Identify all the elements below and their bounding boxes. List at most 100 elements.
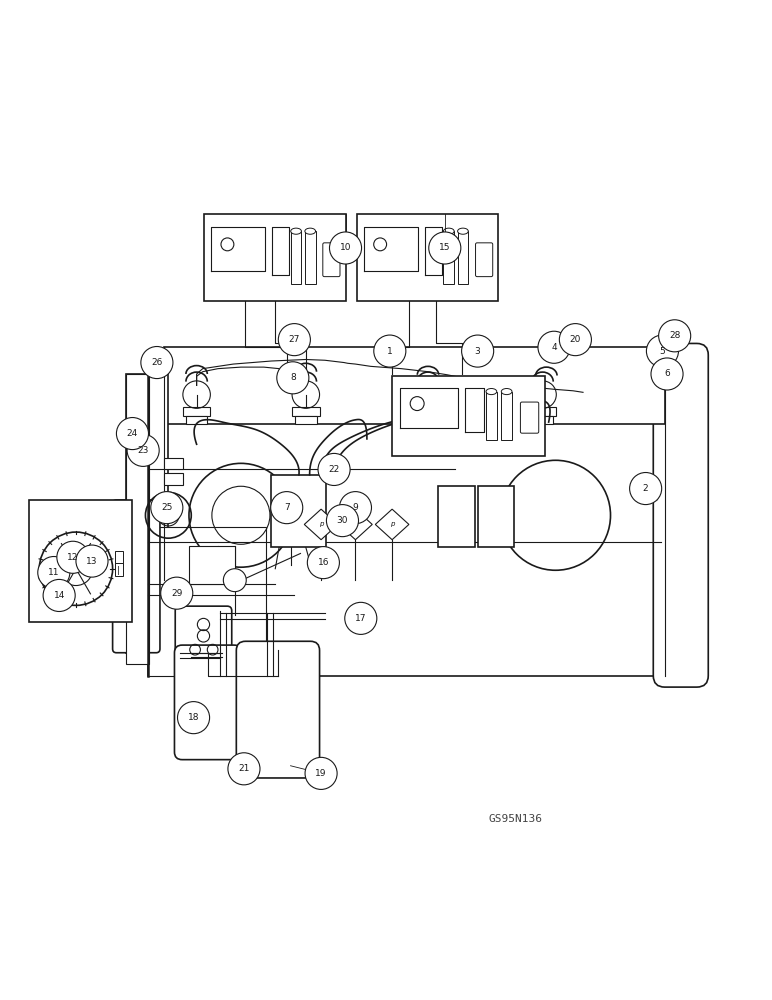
Circle shape — [659, 320, 691, 352]
Bar — [305, 231, 316, 284]
Circle shape — [76, 545, 108, 577]
Text: 21: 21 — [239, 764, 249, 773]
Circle shape — [560, 324, 591, 356]
Text: 20: 20 — [570, 335, 581, 344]
Text: 12: 12 — [67, 553, 79, 562]
Text: 16: 16 — [317, 558, 329, 567]
Circle shape — [178, 702, 209, 734]
FancyBboxPatch shape — [478, 486, 514, 547]
Circle shape — [228, 753, 260, 785]
Bar — [418, 416, 438, 424]
Circle shape — [38, 557, 69, 589]
Circle shape — [330, 232, 361, 264]
Bar — [147, 355, 698, 676]
Text: 2: 2 — [643, 484, 648, 493]
Circle shape — [462, 335, 493, 367]
Bar — [458, 231, 469, 284]
FancyBboxPatch shape — [653, 343, 708, 687]
Text: 10: 10 — [340, 243, 351, 252]
Bar — [295, 416, 317, 424]
Bar — [291, 231, 301, 284]
Bar — [164, 473, 183, 485]
Circle shape — [43, 579, 75, 611]
Bar — [29, 500, 133, 622]
Bar — [415, 407, 442, 416]
Bar — [115, 551, 123, 565]
Bar — [186, 416, 208, 424]
Text: 14: 14 — [53, 591, 65, 600]
Circle shape — [340, 492, 371, 524]
Text: 13: 13 — [86, 557, 98, 566]
Text: 26: 26 — [151, 358, 163, 367]
Bar — [529, 407, 557, 416]
Bar — [147, 527, 266, 676]
Text: 27: 27 — [289, 335, 300, 344]
Circle shape — [277, 362, 309, 394]
Bar — [501, 392, 512, 440]
Text: 11: 11 — [48, 568, 59, 577]
FancyBboxPatch shape — [236, 641, 320, 778]
Circle shape — [305, 757, 337, 789]
Text: p: p — [319, 521, 323, 527]
Polygon shape — [339, 509, 372, 540]
FancyBboxPatch shape — [127, 374, 168, 653]
Bar — [486, 392, 496, 440]
Text: 8: 8 — [290, 373, 296, 382]
Text: 28: 28 — [669, 331, 680, 340]
Ellipse shape — [486, 389, 496, 395]
Circle shape — [57, 541, 89, 573]
Circle shape — [161, 577, 193, 609]
Bar — [127, 374, 149, 664]
Ellipse shape — [458, 228, 469, 234]
Circle shape — [646, 335, 679, 367]
Ellipse shape — [305, 228, 316, 234]
FancyBboxPatch shape — [520, 402, 539, 433]
Bar — [357, 214, 498, 301]
Bar — [443, 231, 454, 284]
Text: p: p — [296, 506, 302, 516]
Text: 30: 30 — [337, 516, 348, 525]
Text: 3: 3 — [475, 347, 480, 356]
Text: 9: 9 — [353, 503, 358, 512]
Bar — [183, 407, 210, 416]
Circle shape — [223, 569, 246, 592]
Text: 15: 15 — [439, 243, 451, 252]
Bar — [392, 376, 545, 456]
Bar — [164, 347, 665, 424]
Circle shape — [318, 453, 350, 485]
Text: 4: 4 — [551, 343, 557, 352]
Text: |: | — [117, 566, 120, 575]
Text: 19: 19 — [315, 769, 327, 778]
Text: 1: 1 — [387, 347, 393, 356]
Text: 24: 24 — [127, 429, 138, 438]
Text: 25: 25 — [161, 503, 172, 512]
Circle shape — [271, 492, 303, 524]
Bar — [532, 416, 554, 424]
Text: 7: 7 — [284, 503, 290, 512]
Text: 22: 22 — [328, 465, 340, 474]
Text: 6: 6 — [664, 369, 670, 378]
Text: GS95N136: GS95N136 — [489, 814, 543, 824]
Circle shape — [327, 505, 358, 537]
Bar — [115, 563, 123, 576]
FancyBboxPatch shape — [175, 606, 232, 676]
Circle shape — [307, 547, 340, 579]
Text: 23: 23 — [137, 446, 149, 455]
FancyBboxPatch shape — [476, 243, 493, 277]
Bar — [189, 546, 235, 584]
Circle shape — [428, 232, 461, 264]
Circle shape — [374, 335, 406, 367]
Circle shape — [651, 358, 683, 390]
FancyBboxPatch shape — [272, 475, 327, 547]
Circle shape — [630, 473, 662, 505]
FancyBboxPatch shape — [438, 486, 475, 547]
Ellipse shape — [501, 389, 512, 395]
Bar — [164, 458, 183, 469]
Polygon shape — [375, 509, 409, 540]
Circle shape — [345, 602, 377, 634]
Circle shape — [151, 492, 183, 524]
Ellipse shape — [443, 228, 454, 234]
Circle shape — [127, 434, 159, 466]
Bar — [292, 407, 320, 416]
Text: 18: 18 — [188, 713, 199, 722]
